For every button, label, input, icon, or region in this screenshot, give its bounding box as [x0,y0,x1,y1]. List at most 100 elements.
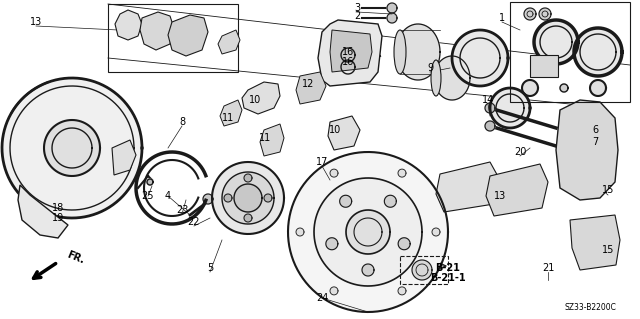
Polygon shape [330,169,338,177]
Text: 6: 6 [592,125,598,135]
Text: 23: 23 [176,205,188,215]
Text: 10: 10 [249,95,261,105]
Text: 7: 7 [592,137,598,147]
Polygon shape [570,215,620,270]
Polygon shape [112,140,136,175]
Polygon shape [330,287,338,295]
Polygon shape [288,152,448,312]
Text: 18: 18 [52,203,64,213]
Polygon shape [264,194,272,202]
Polygon shape [346,210,390,254]
Polygon shape [203,194,213,204]
Polygon shape [296,228,304,236]
Text: B-21: B-21 [436,263,460,273]
Text: 22: 22 [188,217,200,227]
Polygon shape [436,162,500,212]
Polygon shape [432,228,440,236]
Polygon shape [220,100,242,126]
Text: 11: 11 [259,133,271,143]
Text: FR.: FR. [65,250,85,266]
Text: 14: 14 [482,95,494,105]
Polygon shape [522,80,538,96]
Polygon shape [314,178,422,286]
Text: 13: 13 [30,17,42,27]
Polygon shape [485,121,495,131]
Text: 4: 4 [165,191,171,201]
Text: B-21-1: B-21-1 [430,273,466,283]
Text: SZ33-B2200C: SZ33-B2200C [564,303,616,313]
Bar [400,256,448,284]
Text: 15: 15 [602,245,614,255]
Polygon shape [398,169,406,177]
Polygon shape [534,20,578,64]
Polygon shape [44,120,100,176]
Text: 16: 16 [342,57,354,67]
Text: 25: 25 [141,191,154,201]
Ellipse shape [394,30,406,74]
Polygon shape [2,78,142,218]
Text: 20: 20 [514,147,526,157]
Text: 19: 19 [52,213,64,223]
Polygon shape [452,30,508,86]
Text: 24: 24 [316,293,328,303]
Polygon shape [244,214,252,222]
Polygon shape [18,185,68,238]
Text: 17: 17 [316,157,328,167]
Polygon shape [434,56,470,100]
Polygon shape [140,12,174,50]
Polygon shape [539,8,551,20]
Text: 1: 1 [499,13,505,23]
Polygon shape [486,164,548,216]
Polygon shape [318,20,382,86]
Text: 3: 3 [354,3,360,13]
Polygon shape [396,24,440,80]
Polygon shape [224,194,232,202]
Polygon shape [330,30,372,72]
Polygon shape [147,179,153,185]
Polygon shape [574,28,622,76]
Text: 21: 21 [542,263,554,273]
Ellipse shape [431,60,441,96]
Polygon shape [412,260,432,280]
Polygon shape [485,103,495,113]
Polygon shape [222,172,274,224]
Polygon shape [212,162,284,234]
Text: 11: 11 [222,113,234,123]
Text: 5: 5 [207,263,213,273]
Polygon shape [387,3,397,13]
Text: 16: 16 [342,47,354,57]
Polygon shape [218,30,240,54]
Polygon shape [560,84,568,92]
Text: 13: 13 [494,191,506,201]
Text: 12: 12 [302,79,314,89]
Text: 9: 9 [427,63,433,73]
Polygon shape [398,238,410,250]
Polygon shape [328,116,360,150]
Polygon shape [490,88,530,128]
Polygon shape [244,174,252,182]
Bar [108,4,238,72]
Text: 10: 10 [329,125,341,135]
Polygon shape [341,60,355,74]
Polygon shape [115,10,142,40]
Polygon shape [260,124,284,156]
Polygon shape [385,195,396,207]
Text: 8: 8 [179,117,185,127]
Polygon shape [234,184,262,212]
Polygon shape [556,100,618,200]
Polygon shape [590,80,606,96]
Polygon shape [296,72,326,104]
Polygon shape [341,48,355,62]
Bar [510,2,630,102]
Polygon shape [362,264,374,276]
Polygon shape [340,195,351,207]
Polygon shape [398,287,406,295]
Polygon shape [524,8,536,20]
Polygon shape [242,82,280,114]
Polygon shape [326,238,338,250]
Polygon shape [168,15,208,56]
Polygon shape [387,13,397,23]
Text: 15: 15 [602,185,614,195]
Bar [530,55,558,77]
Text: 2: 2 [354,11,360,21]
